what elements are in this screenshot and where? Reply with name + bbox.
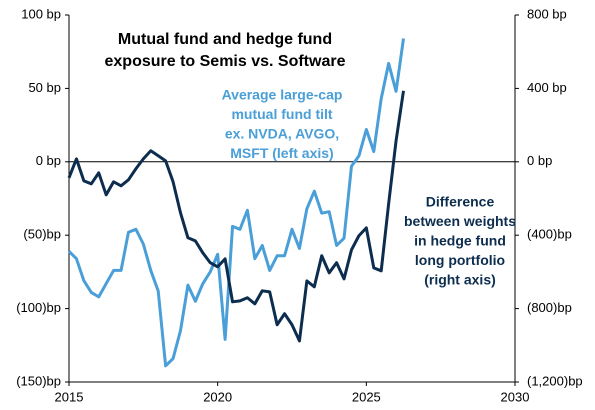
chart-title: exposure to Semis vs. Software [105,53,346,70]
annotation: mutual fund tilt [231,106,332,122]
y-tick-label: (150)bp [16,373,61,388]
x-tick-label: 2015 [55,389,84,404]
y2-tick-label: (1,200)bp [527,373,583,388]
annotation: Difference [426,194,495,210]
x-tick-label: 2030 [501,389,530,404]
y2-tick-label: 800 bp [527,6,567,21]
y2-tick-label: (800)bp [527,300,572,315]
annotation: ex. NVDA, AVGO, [225,126,339,142]
annotation: between weights [404,213,516,229]
y2-tick-label: 400 bp [527,80,567,95]
x-tick-label: 2025 [352,389,381,404]
y-tick-label: 0 bp [36,153,61,168]
chart-title: Mutual fund and hedge fund [118,31,332,48]
x-tick-label: 2020 [203,389,232,404]
annotation: in hedge fund [414,233,506,249]
annotation: (right axis) [424,272,496,288]
annotation: MSFT (left axis) [230,145,333,161]
y-tick-label: 100 bp [21,6,61,21]
y2-tick-label: 0 bp [527,153,552,168]
y2-tick-label: (400)bp [527,227,572,242]
annotation: Average large-cap [222,87,343,103]
series-line [67,90,405,343]
y-tick-label: (100)bp [16,300,61,315]
series-line [67,38,405,368]
y-tick-label: (50)bp [23,227,61,242]
y-tick-label: 50 bp [28,80,61,95]
annotation: long portfolio [415,252,505,268]
